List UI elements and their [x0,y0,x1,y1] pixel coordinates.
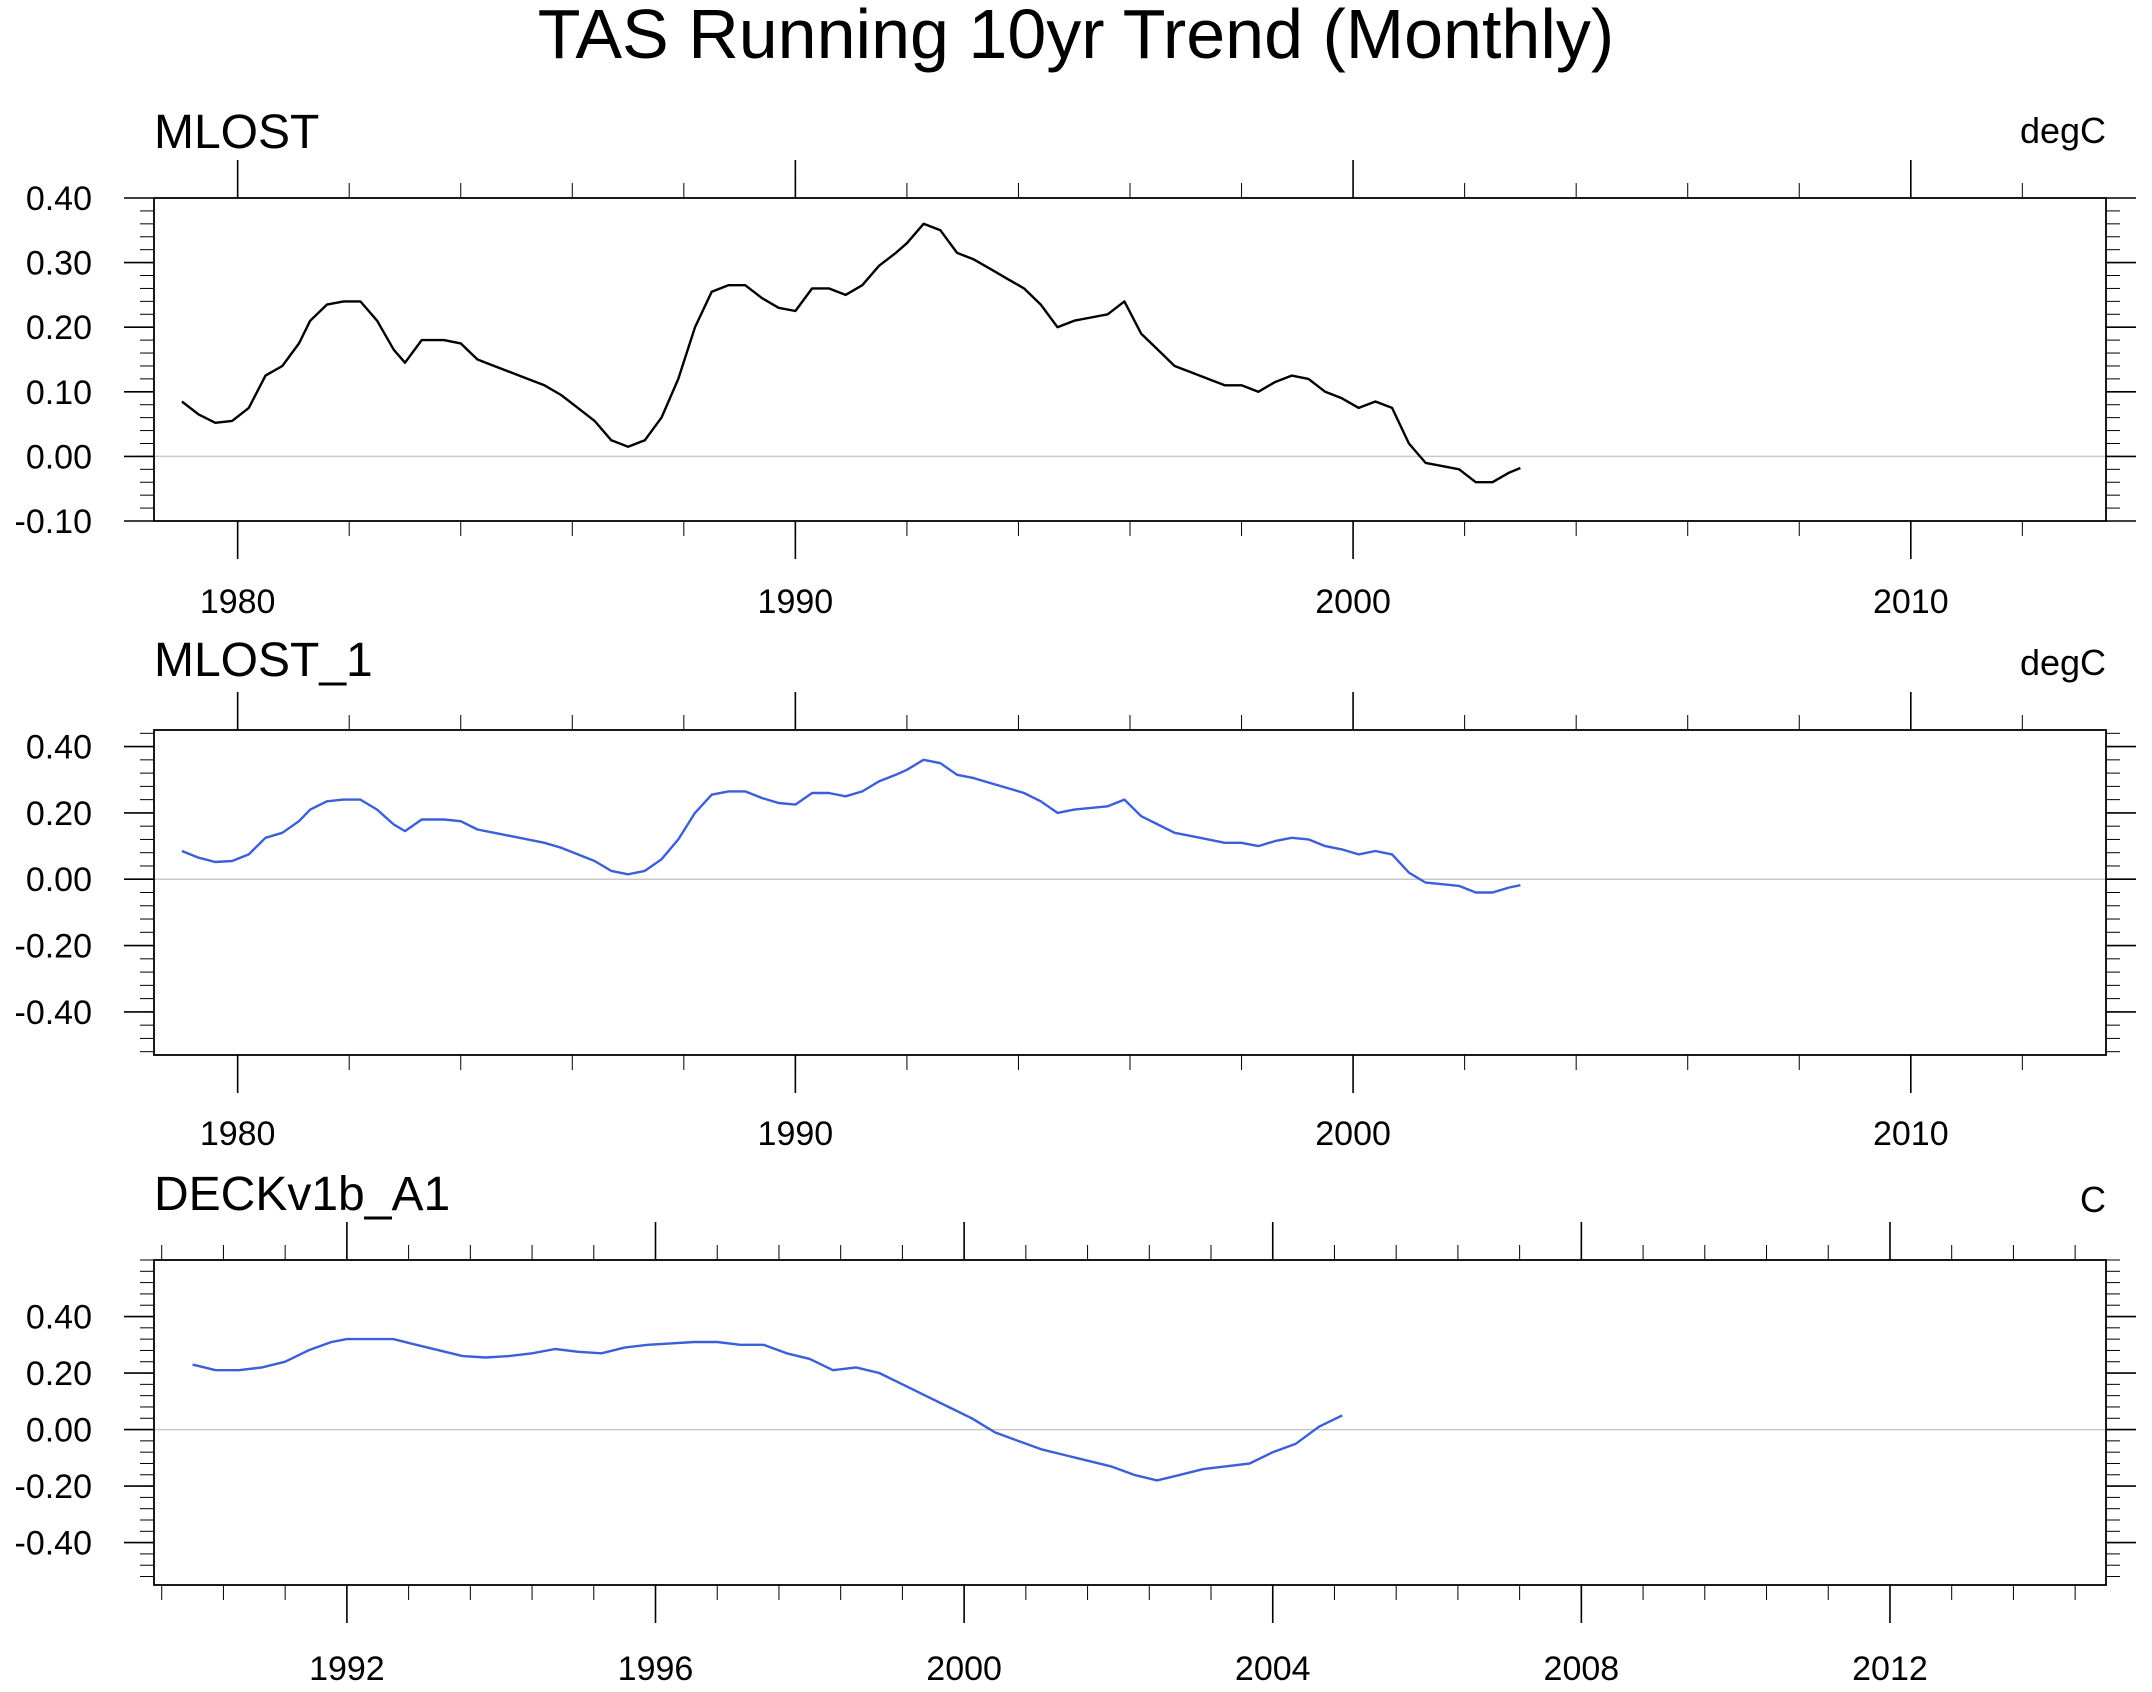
x-tick-label: 2010 [1873,1115,1949,1153]
series-line [192,1337,1343,1482]
x-tick-label: 2000 [926,1650,1002,1687]
y-tick-label: 0.00 [26,438,92,476]
y-tick-label: 0.40 [26,729,92,767]
chart-panel-2: MLOST_1 degC -0.40 -0.20 0.00 0.20 0.40 1980 199… [15,634,2136,1153]
y-tick-label: 0.30 [26,245,92,283]
y-tick-label: -0.20 [15,1468,93,1506]
y-tick-label: 0.20 [26,795,92,833]
y-tick-label: -0.40 [15,994,93,1032]
y-tick-label: -0.20 [15,928,93,966]
x-tick-label: 2000 [1315,1115,1391,1153]
y-tick-label: -0.40 [15,1525,93,1563]
y-tick-label: 0.20 [26,1355,92,1393]
plot-frame [153,197,2107,522]
y-tick-label: 0.00 [26,861,92,899]
y-tick-label: 0.10 [26,374,92,412]
panel-units: C [2080,1179,2106,1220]
series-line [181,222,1521,484]
x-tick-label: 1980 [200,1115,276,1153]
figure-title: TAS Running 10yr Trend (Monthly) [538,0,1614,73]
panel-title: MLOST_1 [154,634,373,687]
x-tick-label: 2004 [1235,1650,1311,1687]
x-tick-label: 2008 [1544,1650,1620,1687]
plot-frame [153,729,2107,1056]
panel-title: DECKv1b_A1 [154,1168,450,1221]
y-tick-label: 0.40 [26,180,92,218]
panel-title: MLOST [154,106,319,159]
chart-panel-3: DECKv1b_A1 C -0.40 -0.20 0.00 0.20 0.40 1992 199… [15,1168,2136,1688]
y-tick-label: 0.00 [26,1412,92,1450]
x-tick-label: 2010 [1873,583,1949,621]
plot-frame [153,1259,2107,1586]
x-tick-label: 1990 [758,1115,834,1153]
x-tick-label: 1996 [618,1650,694,1687]
x-tick-label: 1980 [200,583,276,621]
x-tick-label: 2012 [1852,1650,1928,1687]
panel-units: degC [2020,110,2106,151]
x-tick-label: 2000 [1315,583,1391,621]
y-tick-label: -0.10 [15,503,93,541]
panel-units: degC [2020,642,2106,683]
x-tick-label: 1990 [758,583,834,621]
y-tick-label: 0.40 [26,1299,92,1337]
y-tick-label: 0.20 [26,309,92,347]
series-line [181,758,1521,894]
x-tick-label: 1992 [309,1650,385,1687]
chart-panel-1: MLOST degC -0.10 0.00 0.10 0.20 0.30 0.40 1980 19… [15,106,2136,621]
